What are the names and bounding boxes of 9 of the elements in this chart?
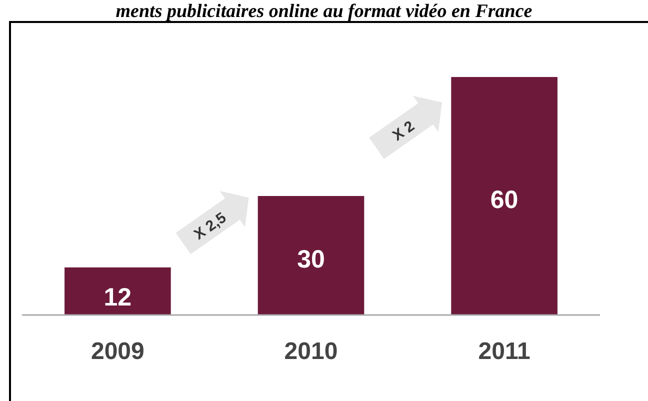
x-tick-label: 2009 (90, 338, 144, 365)
data-label: 12 (104, 283, 132, 312)
annotation: X 2 (390, 118, 418, 145)
x-tick-label: 2010 (284, 338, 338, 365)
chart-title: ments publicitaires online au format vidéo en France (116, 1, 533, 22)
x-tick-label: 2011 (478, 338, 530, 365)
data-label: 30 (297, 246, 325, 274)
annotation: X 2,5 (191, 209, 230, 244)
data-label: 60 (490, 186, 518, 214)
